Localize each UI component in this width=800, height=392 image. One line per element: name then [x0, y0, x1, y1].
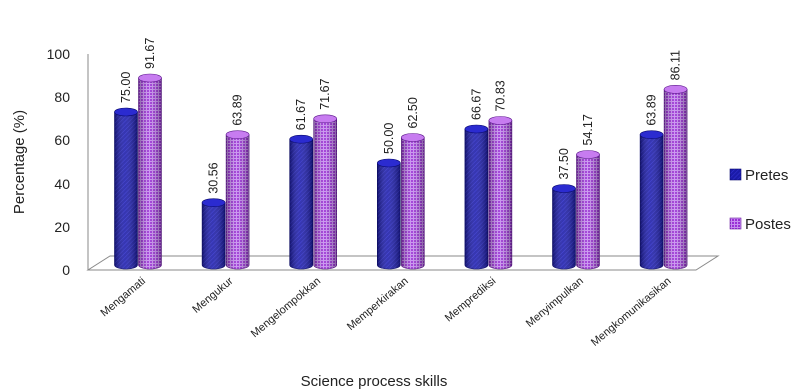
- x-tick-label: Mengamati: [99, 275, 148, 319]
- bar-shading: [664, 89, 688, 269]
- y-tick-label: 40: [54, 176, 70, 192]
- bar-shading: [226, 134, 250, 269]
- bar-postes: [138, 73, 162, 270]
- bar-top: [114, 107, 138, 117]
- bar-postes: [576, 150, 600, 270]
- bar-pretes: [114, 107, 138, 270]
- y-axis-title: Percentage (%): [11, 110, 28, 214]
- bar-top: [313, 114, 338, 124]
- bar-shading: [289, 139, 313, 269]
- data-label: 71.67: [318, 78, 332, 109]
- bar-shading: [464, 128, 488, 269]
- y-tick-label: 0: [62, 262, 70, 278]
- data-label: 61.67: [294, 99, 308, 130]
- x-axis-title: Science process skills: [301, 373, 448, 390]
- legend-swatch-postes: [729, 217, 742, 230]
- bar-top: [289, 134, 314, 144]
- bar-top: [488, 116, 513, 125]
- x-tick-label: Menyimpulkan: [524, 275, 586, 330]
- bar-shading: [202, 202, 226, 269]
- bar-shading: [114, 112, 138, 269]
- data-label: 62.50: [406, 97, 420, 128]
- bar-top: [552, 184, 576, 193]
- bar-pretes: [639, 130, 664, 270]
- bar-pretes: [376, 158, 401, 270]
- data-label: 66.67: [469, 89, 483, 120]
- bar-postes: [488, 116, 513, 270]
- bar-postes: [225, 130, 250, 270]
- bar-shading: [552, 188, 576, 269]
- bars-group: 75.00 91.67 30.56 63.89 61.67 71.67 50.00 62.50…: [114, 38, 688, 270]
- bar-shading: [313, 118, 337, 269]
- data-label: 50.00: [382, 123, 396, 154]
- y-tick-label: 60: [54, 132, 70, 148]
- x-tick-label: Mengkomunikasikan: [589, 275, 674, 349]
- data-label: 37.50: [557, 148, 571, 179]
- y-tick-label: 80: [54, 89, 70, 105]
- data-label: 70.83: [493, 80, 507, 111]
- bar-top: [201, 198, 226, 207]
- bar-shading: [377, 163, 401, 269]
- data-label: 86.11: [669, 50, 683, 80]
- bar-top: [138, 73, 162, 83]
- data-label: 91.67: [143, 38, 157, 69]
- bar-shading: [640, 134, 664, 269]
- bar-postes: [400, 133, 425, 270]
- bar-shading: [401, 137, 425, 269]
- x-tick-label: Memperkirakan: [345, 275, 411, 333]
- bar-pretes: [289, 134, 314, 270]
- data-label: 63.89: [645, 94, 659, 125]
- legend-swatch-pretes: [729, 168, 742, 181]
- data-label: 54.17: [581, 114, 595, 145]
- legend-label-postes: Postes: [745, 216, 791, 233]
- x-tick-label: Mengukur: [190, 275, 235, 316]
- bar-shading: [576, 154, 600, 269]
- bar-top: [663, 85, 688, 94]
- data-label: 75.00: [119, 72, 133, 103]
- data-label: 30.56: [207, 162, 221, 193]
- category-labels: Mengamati Mengukur Mengelompokkan Memper…: [99, 275, 674, 349]
- bar-pretes: [552, 184, 576, 270]
- x-tick-label: Memprediksi: [443, 275, 498, 324]
- bar-pretes: [464, 124, 489, 270]
- bar-top: [639, 130, 664, 139]
- bar-top: [576, 150, 600, 159]
- data-label: 63.89: [231, 94, 245, 125]
- y-tick-label: 20: [54, 219, 70, 235]
- bar-top: [376, 158, 401, 168]
- y-tick-label: 100: [47, 46, 71, 62]
- bar-top: [464, 124, 489, 134]
- bar-shading: [138, 77, 162, 270]
- bar-shading: [488, 120, 512, 269]
- legend-label-pretes: Pretes: [745, 167, 788, 184]
- bar-top: [400, 133, 425, 142]
- bar-postes: [663, 85, 688, 270]
- bar-pretes: [201, 198, 226, 270]
- bar-postes: [313, 114, 338, 270]
- bar-top: [225, 130, 250, 139]
- x-tick-label: Mengelompokkan: [249, 275, 323, 340]
- legend: Pretes Postes: [729, 167, 791, 233]
